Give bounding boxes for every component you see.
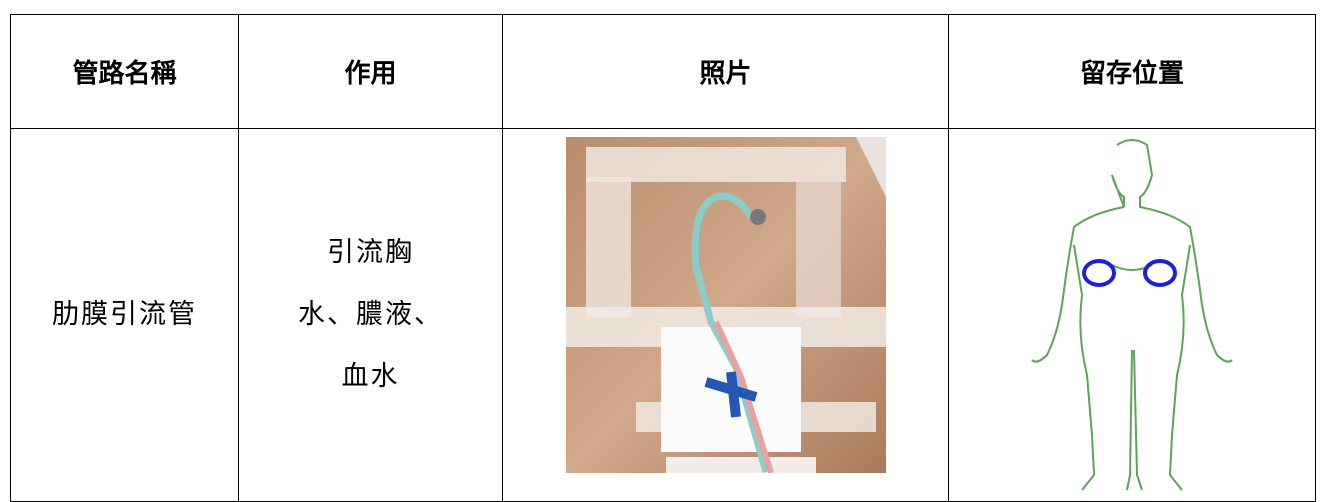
page: 管路名稱 作用 照片 留存位置 肋膜引流管 引流胸 水、膿液、 血水 [10, 14, 1316, 502]
header-cell: 照片 [502, 14, 949, 129]
photo-cell [502, 128, 949, 502]
cell-text: 水、膿液、 [298, 299, 443, 330]
header-cell: 作用 [238, 14, 503, 129]
cell-text: 肋膜引流管 [52, 299, 197, 330]
body-diagram [1031, 139, 1233, 491]
function-cell: 引流胸 水、膿液、 血水 [238, 128, 503, 502]
header-cell: 管路名稱 [10, 14, 239, 129]
tube-table: 管路名稱 作用 照片 留存位置 肋膜引流管 引流胸 水、膿液、 血水 [10, 14, 1316, 502]
header-cell: 留存位置 [948, 14, 1316, 129]
cell-text: 血水 [341, 361, 400, 392]
cell-text: 引流胸 [327, 237, 414, 268]
tube-name-cell: 肋膜引流管 [10, 128, 239, 502]
header-row: 管路名稱 作用 照片 留存位置 [10, 14, 1316, 129]
body-row: 肋膜引流管 引流胸 水、膿液、 血水 [10, 128, 1316, 502]
location-cell [948, 128, 1316, 502]
drain-photo [565, 137, 886, 473]
